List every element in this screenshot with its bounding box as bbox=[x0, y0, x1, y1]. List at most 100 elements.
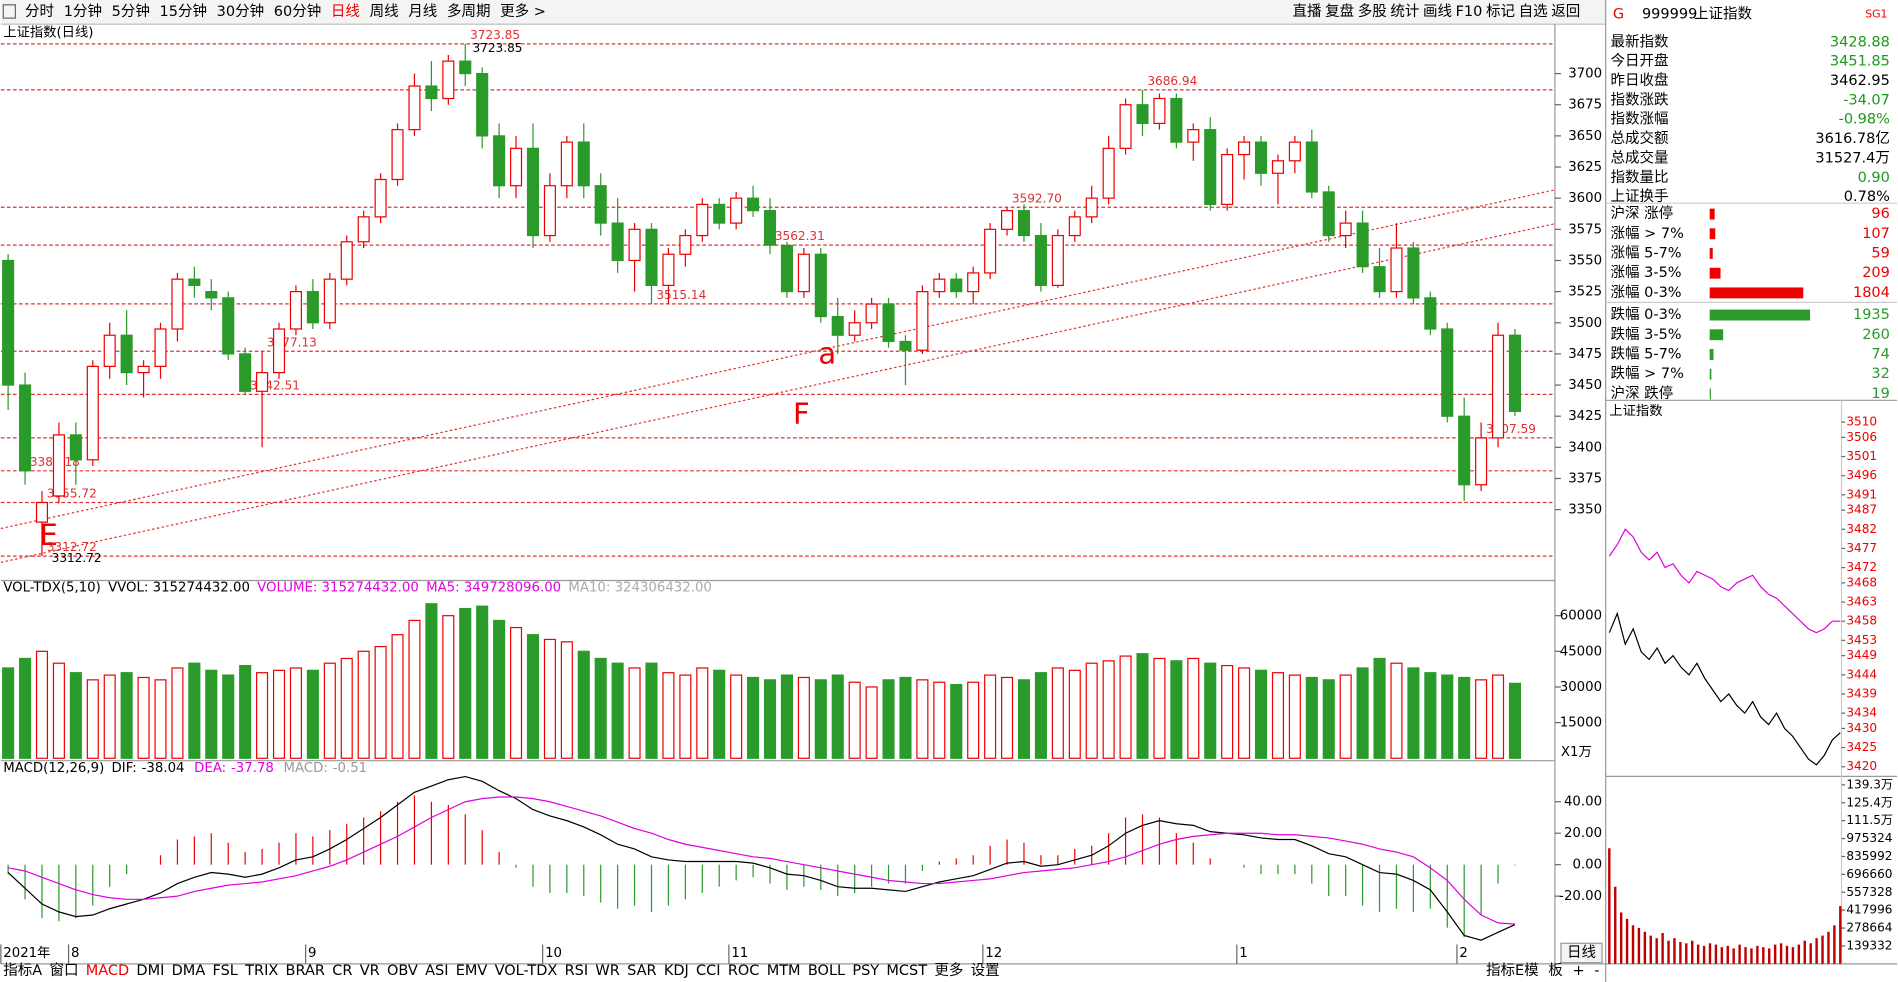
tab[interactable]: + bbox=[1572, 963, 1584, 979]
volume-bar bbox=[747, 676, 760, 759]
y-tick-label: 3463 bbox=[1846, 595, 1877, 609]
y-tick-label: 3675 bbox=[1568, 98, 1602, 113]
tab[interactable]: EMV bbox=[456, 963, 488, 979]
tab[interactable]: FSL bbox=[213, 963, 238, 979]
toolbar-item[interactable]: F10 bbox=[1456, 4, 1483, 20]
candle-body bbox=[560, 141, 573, 187]
toolbar-item[interactable]: 更多 > bbox=[500, 3, 546, 20]
tab[interactable]: RSI bbox=[565, 963, 589, 979]
tab[interactable]: 指标A bbox=[3, 962, 42, 979]
toolbar-item[interactable]: 日线 bbox=[331, 3, 360, 20]
candle-body bbox=[1034, 234, 1047, 286]
toolbar-item[interactable]: 画线 bbox=[1423, 3, 1452, 20]
tab[interactable]: DMA bbox=[172, 963, 206, 979]
toolbar-item[interactable]: 30分钟 bbox=[217, 3, 264, 20]
toolbar-item[interactable]: 5分钟 bbox=[112, 3, 150, 20]
tab[interactable]: PSY bbox=[852, 963, 879, 979]
tab[interactable]: VOL-TDX bbox=[495, 963, 558, 979]
candle-body bbox=[1390, 247, 1403, 293]
menu-icon[interactable] bbox=[2, 4, 16, 19]
tab[interactable]: 指标E模 bbox=[1486, 962, 1539, 979]
toolbar-item[interactable]: 多股 bbox=[1358, 3, 1387, 20]
volume-bar bbox=[357, 650, 370, 759]
y-tick-label: 3400 bbox=[1568, 440, 1602, 455]
candle-body bbox=[1305, 141, 1318, 193]
tab[interactable]: BOLL bbox=[808, 963, 845, 979]
tab[interactable]: SAR bbox=[627, 963, 656, 979]
candle-body bbox=[510, 147, 523, 187]
tab[interactable]: KDJ bbox=[664, 963, 689, 979]
tab[interactable]: 板 bbox=[1548, 961, 1563, 979]
candle-body bbox=[408, 85, 421, 131]
toolbar-item[interactable]: 周线 bbox=[370, 3, 399, 20]
tab[interactable]: DMI bbox=[136, 963, 164, 979]
chart-title: MACD(12,26,9) bbox=[3, 761, 104, 776]
level-label: 3515.14 bbox=[656, 288, 706, 302]
volume-bar bbox=[1390, 662, 1403, 759]
toolbar-item[interactable]: 统计 bbox=[1390, 3, 1419, 20]
breadth-label: 涨幅 5-7% bbox=[1611, 244, 1682, 261]
candle-body bbox=[69, 434, 82, 461]
tab[interactable]: WR bbox=[595, 963, 619, 979]
tab[interactable]: MTM bbox=[767, 963, 801, 979]
chart-title: 上证指数 bbox=[1609, 403, 1662, 419]
candle-body bbox=[1238, 141, 1251, 156]
toolbar-item[interactable]: 自选 bbox=[1519, 3, 1548, 20]
volume-bar bbox=[476, 605, 489, 759]
candle-body bbox=[86, 365, 99, 461]
toolbar-item[interactable]: 分时 bbox=[25, 3, 54, 20]
volume-bar bbox=[340, 657, 353, 759]
legend-name: DEA: bbox=[194, 761, 226, 776]
tab[interactable]: ASI bbox=[425, 963, 448, 979]
toolbar-item[interactable]: 60分钟 bbox=[274, 3, 321, 20]
quote-label: 指数涨幅 bbox=[1611, 111, 1669, 128]
toolbar-item[interactable]: 复盘 bbox=[1325, 2, 1354, 20]
legend-value: -38.04 bbox=[142, 761, 185, 776]
tab[interactable]: MACD bbox=[86, 963, 129, 979]
toolbar-item[interactable]: 多周期 bbox=[447, 3, 491, 20]
volume-bar bbox=[1170, 660, 1183, 759]
period-label[interactable]: 日线 bbox=[1567, 944, 1596, 961]
tab[interactable]: 窗口 bbox=[49, 961, 78, 979]
tab[interactable]: VR bbox=[360, 963, 380, 979]
breadth-bar bbox=[1709, 248, 1713, 259]
tab[interactable]: 更多 bbox=[934, 962, 963, 979]
toolbar-item[interactable]: 1分钟 bbox=[64, 3, 102, 20]
tab[interactable]: CCI bbox=[696, 963, 721, 979]
toolbar-item[interactable]: 返回 bbox=[1551, 3, 1580, 20]
tab[interactable]: TRIX bbox=[244, 963, 278, 979]
toolbar-item[interactable]: 直播 bbox=[1292, 3, 1321, 20]
tab[interactable]: CR bbox=[332, 963, 352, 979]
volume-bar bbox=[1051, 667, 1064, 759]
unit-label: X1万 bbox=[1561, 745, 1592, 760]
candle-body bbox=[476, 72, 489, 137]
tab[interactable]: ROC bbox=[728, 963, 760, 979]
volume-bar bbox=[1034, 672, 1047, 759]
toolbar-item[interactable]: 15分钟 bbox=[160, 3, 207, 20]
tab[interactable]: OBV bbox=[387, 963, 418, 979]
y-tick-label: 3525 bbox=[1568, 285, 1602, 300]
macd-line bbox=[7, 775, 1516, 941]
tab[interactable]: 设置 bbox=[971, 962, 1000, 979]
breadth-value: 96 bbox=[1871, 206, 1889, 222]
y-tick-label: 3450 bbox=[1568, 378, 1602, 393]
candle-body bbox=[222, 297, 235, 355]
toolbar-item[interactable]: 标记 bbox=[1486, 3, 1515, 20]
toolbar-item[interactable]: 月线 bbox=[408, 3, 437, 20]
trend-line bbox=[0, 223, 1556, 563]
volume-bar bbox=[713, 669, 726, 759]
tab[interactable]: MCST bbox=[886, 963, 927, 979]
y-tick-label: 15000 bbox=[1560, 716, 1602, 731]
period-button[interactable] bbox=[1560, 942, 1603, 964]
tab[interactable]: BRAR bbox=[286, 963, 325, 979]
volume-bar bbox=[323, 662, 336, 759]
quote-label: 昨日收盘 bbox=[1611, 71, 1669, 89]
candle-body bbox=[374, 178, 387, 218]
volume-bar bbox=[950, 683, 963, 759]
y-tick-label: 3468 bbox=[1846, 575, 1877, 589]
tab[interactable]: - bbox=[1594, 963, 1599, 979]
candle-body bbox=[323, 278, 336, 324]
candle-body bbox=[780, 244, 793, 293]
y-tick-label: 3482 bbox=[1846, 522, 1877, 536]
candle-body bbox=[526, 147, 540, 237]
